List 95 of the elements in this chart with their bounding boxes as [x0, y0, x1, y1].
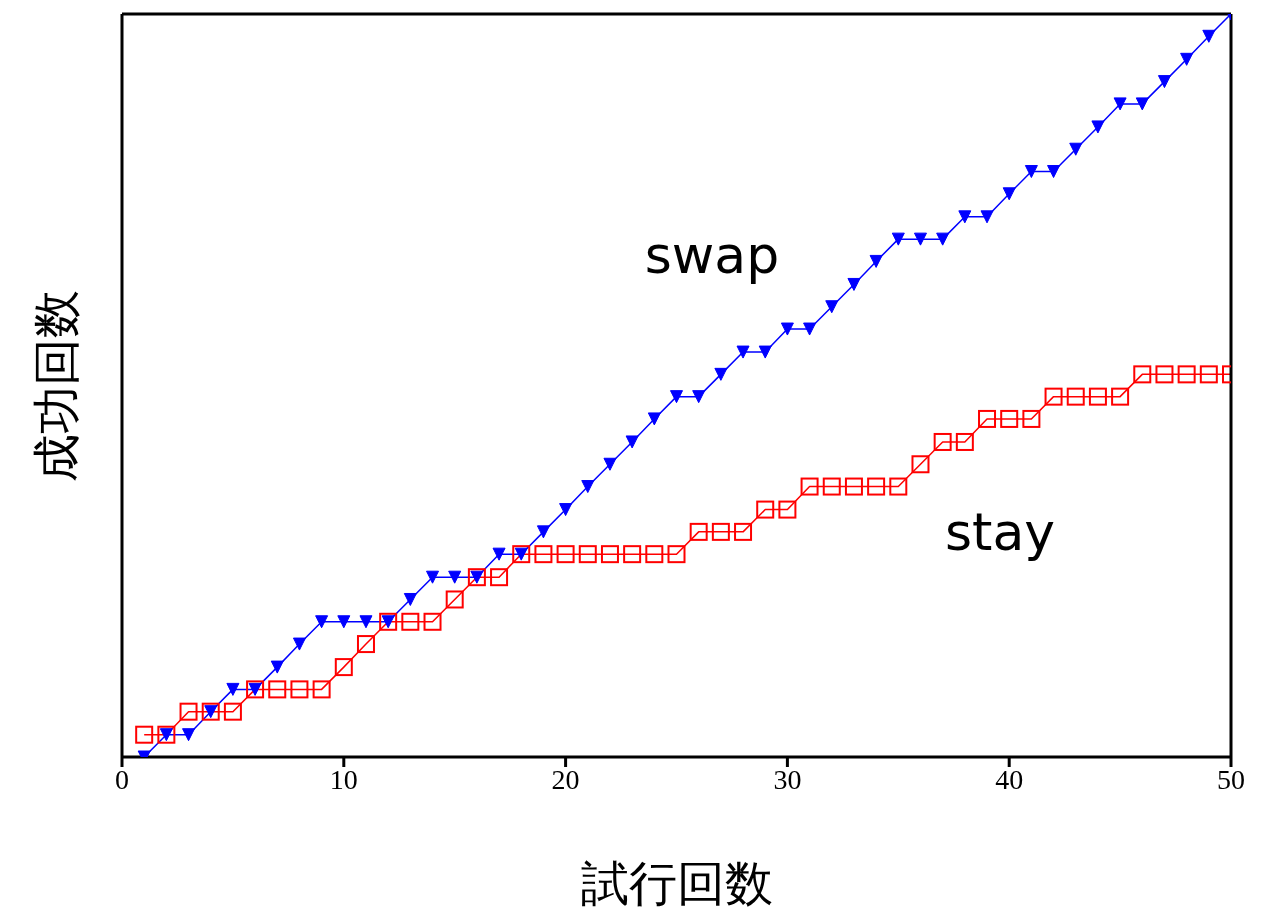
point	[689, 522, 708, 541]
point	[337, 615, 351, 629]
point	[490, 568, 509, 587]
point	[182, 728, 196, 742]
point	[315, 615, 329, 629]
point	[1133, 365, 1152, 384]
point	[268, 680, 287, 699]
point	[867, 477, 886, 496]
point	[426, 570, 440, 584]
point	[778, 500, 797, 519]
point	[1180, 52, 1194, 66]
series-label: swap	[644, 225, 780, 285]
point	[1177, 365, 1196, 384]
point	[1202, 29, 1216, 43]
x-tick-label: 40	[995, 763, 1024, 795]
x-tick-label: 10	[329, 763, 358, 795]
point	[958, 210, 972, 224]
x-tick-label: 0	[115, 763, 129, 795]
point	[1066, 387, 1085, 406]
y-axis-title: 成功回数	[30, 289, 84, 482]
point	[1111, 387, 1130, 406]
point	[692, 390, 706, 404]
point	[780, 322, 794, 336]
point	[1157, 75, 1171, 89]
point	[556, 545, 575, 564]
point	[623, 545, 642, 564]
point	[1047, 165, 1061, 179]
point	[1135, 97, 1149, 111]
point	[936, 232, 950, 246]
point	[711, 522, 730, 541]
point	[1113, 97, 1127, 111]
point	[736, 345, 750, 359]
point	[889, 477, 908, 496]
point	[869, 254, 883, 268]
point	[534, 545, 553, 564]
point	[800, 477, 819, 496]
x-tick-label: 30	[773, 763, 802, 795]
point	[559, 503, 573, 517]
point	[913, 232, 927, 246]
point	[603, 457, 617, 471]
point	[756, 500, 775, 519]
point	[714, 367, 728, 381]
point	[1091, 120, 1105, 134]
point	[1069, 142, 1083, 156]
point	[647, 412, 661, 426]
point	[445, 590, 464, 609]
x-tick-label: 20	[551, 763, 580, 795]
point	[734, 522, 753, 541]
point	[1024, 165, 1038, 179]
point	[581, 480, 595, 494]
point	[448, 570, 462, 584]
point	[423, 612, 442, 631]
point	[825, 300, 839, 314]
point	[492, 547, 506, 561]
point	[270, 660, 284, 674]
point	[1000, 409, 1019, 428]
point	[978, 409, 997, 428]
point	[135, 725, 154, 744]
point	[955, 432, 974, 451]
point	[290, 680, 309, 699]
point	[1022, 409, 1041, 428]
point	[401, 612, 420, 631]
point	[356, 635, 375, 654]
point	[578, 545, 597, 564]
point	[334, 658, 353, 677]
point	[645, 545, 664, 564]
point	[933, 432, 952, 451]
point	[625, 435, 639, 449]
point	[179, 702, 198, 721]
point	[403, 592, 417, 606]
point	[1199, 365, 1218, 384]
point	[980, 210, 994, 224]
x-tick-label: 50	[1217, 763, 1245, 795]
point	[758, 345, 772, 359]
point	[600, 545, 619, 564]
point	[223, 702, 242, 721]
point	[359, 615, 373, 629]
point	[803, 322, 817, 336]
point	[670, 390, 683, 404]
point	[292, 637, 306, 651]
point	[822, 477, 841, 496]
point	[1155, 365, 1174, 384]
point	[1002, 187, 1016, 201]
point	[312, 680, 331, 699]
point	[226, 682, 240, 696]
point	[911, 455, 930, 474]
point	[667, 545, 686, 564]
point	[891, 232, 905, 246]
point	[1088, 387, 1107, 406]
point	[847, 277, 861, 291]
point	[1044, 387, 1063, 406]
point	[844, 477, 863, 496]
series-label: stay	[944, 502, 1056, 562]
point	[536, 525, 550, 539]
x-axis-title: 試行回数	[580, 857, 773, 910]
